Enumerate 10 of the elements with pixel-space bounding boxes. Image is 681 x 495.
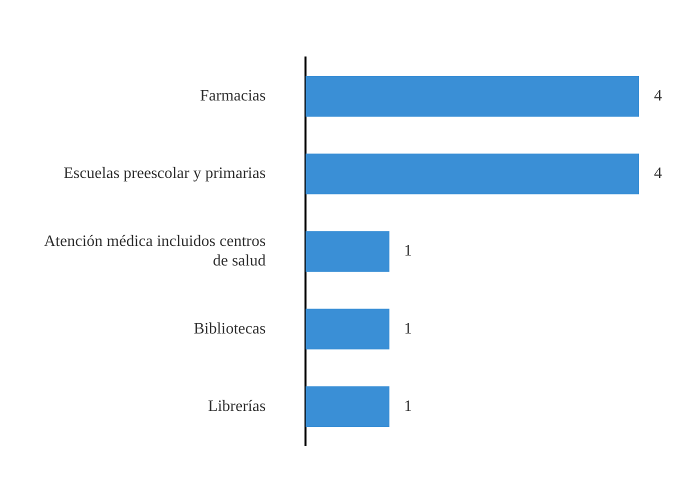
data-label: 4 — [654, 88, 662, 105]
data-label: 1 — [404, 398, 412, 415]
y-tick-label: Farmacias — [200, 88, 266, 105]
data-label: 1 — [404, 242, 412, 260]
y-tick-label: Bibliotecas — [194, 320, 266, 338]
y-tick-label: Atención médica incluidos centros de salud — [44, 233, 266, 270]
data-label: 1 — [404, 320, 412, 338]
y-tick-label: Escuelas preescolar y primarias — [64, 165, 266, 182]
data-label: 4 — [654, 165, 662, 182]
y-tick-label: Librerías — [208, 398, 266, 415]
